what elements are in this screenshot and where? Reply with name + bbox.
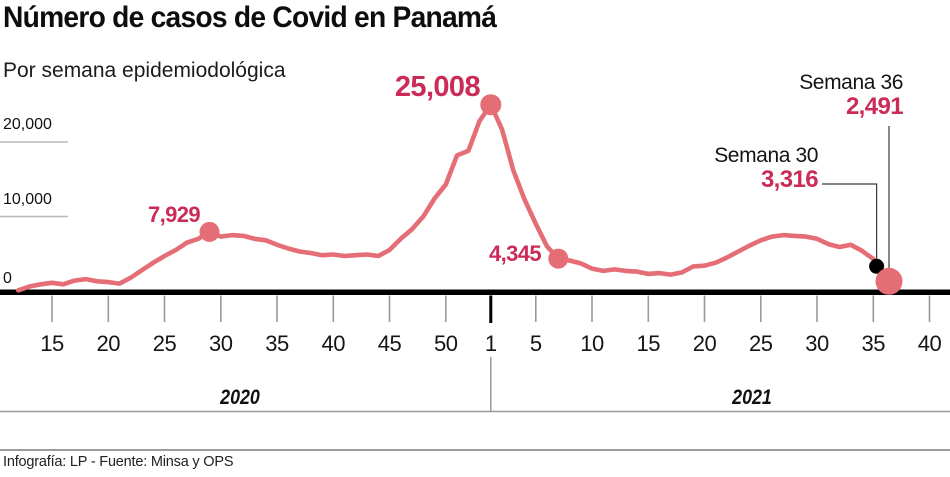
data-point-dot-semana-30 bbox=[869, 258, 885, 274]
y-axis-label-0: 0 bbox=[3, 270, 12, 287]
annotation-semana-30: Semana 30 3,316 bbox=[658, 144, 819, 194]
x-tick-label-2021-30: 30 bbox=[805, 331, 829, 356]
x-tick-label-2020-35: 35 bbox=[265, 331, 289, 356]
x-axis-baseline bbox=[0, 289, 950, 295]
x-tick-label-2021-25: 25 bbox=[749, 331, 773, 356]
annotation-7929: 7,929 bbox=[110, 202, 201, 227]
annotation-connector-semana-30 bbox=[822, 183, 878, 262]
annotation-value: 25,008 bbox=[394, 71, 481, 103]
annotation-semana-36: Semana 36 2,491 bbox=[743, 71, 904, 121]
annotation-week-label: Semana 30 bbox=[714, 144, 818, 167]
y-axis-label-10000: 10,000 bbox=[3, 191, 52, 208]
x-tick-label-2021-35: 35 bbox=[862, 331, 886, 356]
annotation-4345: 4,345 bbox=[451, 241, 542, 266]
annotation-week-label: Semana 36 bbox=[799, 71, 903, 94]
chart-title: Número de casos de Covid en Panamá bbox=[3, 1, 497, 34]
data-point-dot-pico-2020 bbox=[199, 221, 220, 242]
x-tick-label-2020-50: 50 bbox=[434, 331, 458, 356]
x-tick-label-2020-40: 40 bbox=[322, 331, 346, 356]
annotation-value: 2,491 bbox=[845, 93, 904, 121]
x-tick-label-2020-30: 30 bbox=[209, 331, 233, 356]
annotation-25008: 25,008 bbox=[320, 71, 481, 103]
annotation-value: 3,316 bbox=[760, 166, 819, 194]
source-credit: Infografía: LP - Fuente: Minsa y OPS bbox=[3, 454, 234, 470]
x-tick-label-2020-20: 20 bbox=[97, 331, 121, 356]
x-tick-label-2021-5: 5 bbox=[530, 331, 542, 356]
x-tick-label-2021-1: 1 bbox=[485, 331, 497, 356]
x-tick-label-2020-45: 45 bbox=[378, 331, 402, 356]
data-point-dot-pico-maximo bbox=[480, 94, 502, 116]
annotation-value: 7,929 bbox=[147, 202, 201, 227]
y-axis-label-20000: 20,000 bbox=[3, 116, 52, 133]
chart-subtitle: Por semana epidemiodológica bbox=[3, 59, 286, 82]
cases-trend-line bbox=[15, 102, 892, 293]
x-tick-label-2021-10: 10 bbox=[580, 331, 604, 356]
annotation-value: 4,345 bbox=[488, 241, 542, 266]
data-point-dot-semana-36 bbox=[875, 267, 903, 295]
x-tick-label-2021-40: 40 bbox=[918, 331, 942, 356]
year-label-2020: 2020 bbox=[220, 386, 260, 409]
x-tick-label-2020-25: 25 bbox=[153, 331, 177, 356]
year-label-2021: 2021 bbox=[732, 386, 772, 409]
data-point-dot-descenso bbox=[548, 248, 569, 269]
x-tick-label-2020-15: 15 bbox=[40, 331, 64, 356]
x-tick-label-2021-15: 15 bbox=[637, 331, 661, 356]
x-tick-label-2021-20: 20 bbox=[693, 331, 717, 356]
